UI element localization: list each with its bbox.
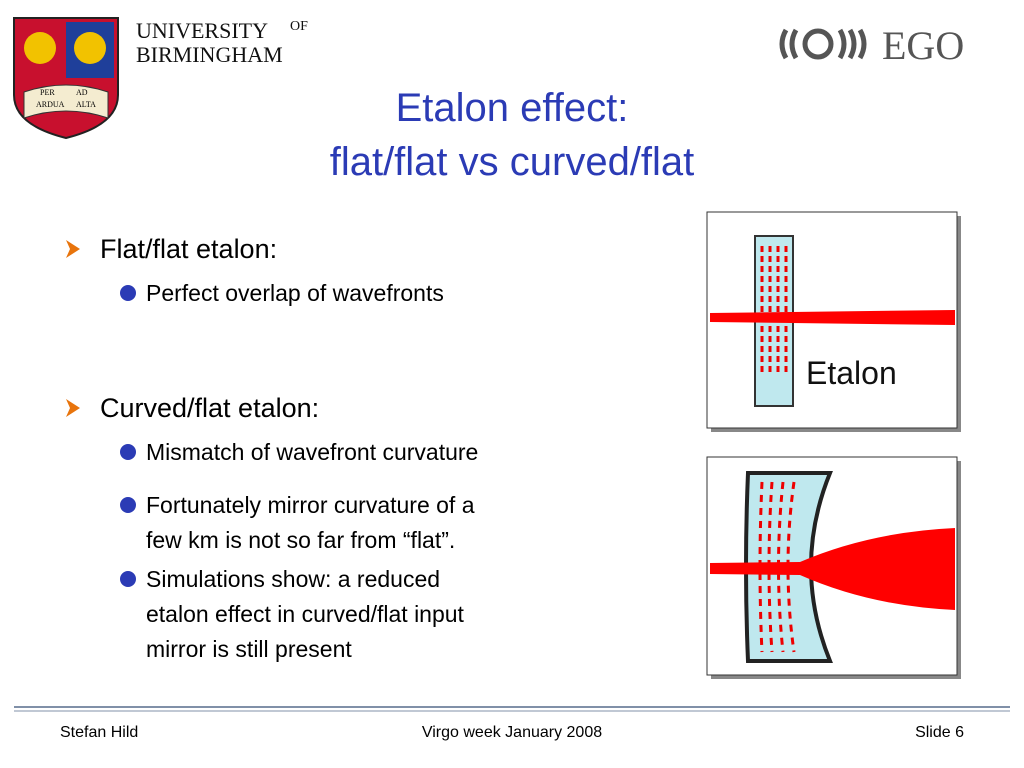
motto: PER (40, 88, 55, 97)
sub-bullet: few km is not so far from “flat”. (146, 527, 456, 553)
title: flat/flat vs curved/flat (329, 140, 695, 184)
bullet: Curved/flat etalon: (100, 393, 320, 423)
bullet: Flat/flat etalon: (100, 234, 278, 264)
ego-text: EGO (882, 23, 964, 68)
bullet-marker (66, 399, 80, 417)
sub-bullets (120, 285, 136, 587)
beam (710, 310, 955, 325)
sub-bullet: Simulations show: a reduced (146, 566, 441, 592)
footer-event: Virgo week January 2008 (421, 724, 603, 741)
title: Etalon effect: (395, 86, 629, 130)
motto: ARDUA (36, 100, 65, 109)
ego-logo (779, 28, 867, 60)
sub-bullet: mirror is still present (146, 636, 352, 662)
university-name: UNIVERSITY (136, 18, 268, 43)
sub-bullet: Perfect overlap of wavefronts (146, 280, 444, 306)
figure-label: Etalon (806, 355, 897, 391)
wavefronts (758, 481, 796, 653)
university-of: OF (290, 19, 308, 34)
footer-author: Stefan Hild (60, 724, 139, 741)
wavefronts (760, 246, 788, 372)
sub-bullet: Fortunately mirror curvature of a (146, 492, 475, 518)
bullet-marker (66, 240, 80, 258)
beam (710, 528, 955, 610)
sub-bullet: etalon effect in curved/flat input (146, 601, 464, 627)
crest: PER AD ARDUA ALTA (13, 17, 119, 140)
sub-bullet: Mismatch of wavefront curvature (146, 439, 479, 465)
motto: ALTA (76, 100, 96, 109)
university-name: BIRMINGHAM (136, 42, 283, 67)
footer-slide: Slide 6 (915, 724, 964, 741)
motto: AD (76, 88, 88, 97)
